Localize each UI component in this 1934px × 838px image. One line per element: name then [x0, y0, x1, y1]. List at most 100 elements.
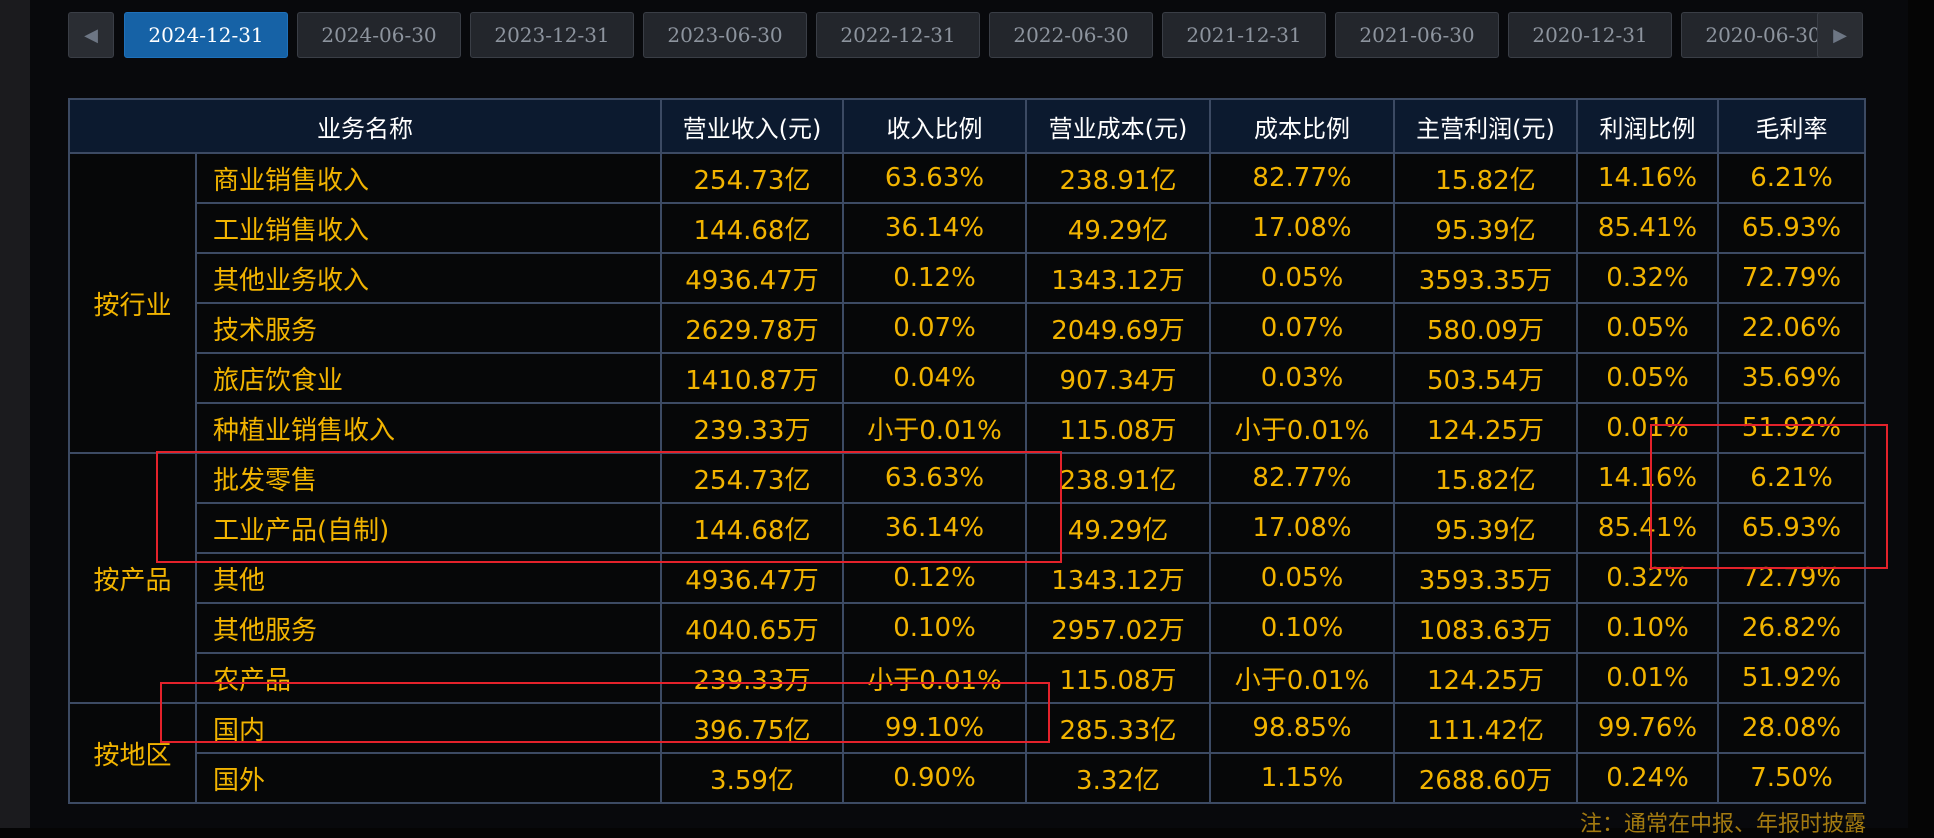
table-cell: 4040.65万 [660, 602, 844, 654]
column-header: 主营利润(元) [1393, 98, 1578, 154]
table-cell: 907.34万 [1025, 352, 1211, 404]
business-name-cell: 商业销售收入 [195, 152, 662, 204]
business-name-cell: 国外 [195, 752, 662, 804]
table-cell: 4936.47万 [660, 252, 844, 304]
table-cell: 115.08万 [1025, 652, 1211, 704]
table-cell: 2688.60万 [1393, 752, 1578, 804]
table-cell: 98.85% [1209, 702, 1395, 754]
table-cell: 0.10% [842, 602, 1027, 654]
table-cell: 15.82亿 [1393, 152, 1578, 204]
table-cell: 238.91亿 [1025, 452, 1211, 504]
date-tab-row: ◀ 2024-12-31 2024-06-30 2023-12-31 2023-06-… [68, 12, 1864, 60]
table-cell: 26.82% [1717, 602, 1866, 654]
table-cell: 580.09万 [1393, 302, 1578, 354]
table-cell: 4936.47万 [660, 552, 844, 604]
table-cell: 124.25万 [1393, 402, 1578, 454]
business-name-cell: 国内 [195, 702, 662, 754]
table-cell: 65.93% [1717, 502, 1866, 554]
table-cell: 254.73亿 [660, 152, 844, 204]
table-cell: 28.08% [1717, 702, 1866, 754]
date-tab[interactable]: 2022-06-30 [989, 12, 1153, 58]
footnote: 注：通常在中报、年报时披露 [1579, 812, 1866, 837]
table-cell: 0.04% [842, 352, 1027, 404]
business-name-cell: 其他业务收入 [195, 252, 662, 304]
table-cell: 82.77% [1209, 152, 1395, 204]
table-cell: 14.16% [1576, 152, 1719, 204]
table-row: 旅店饮食业 1410.87万 0.04% 907.34万 0.03% 503.54万 0.0… [69, 352, 1866, 404]
table-cell: 7.50% [1717, 752, 1866, 804]
table-cell: 3593.35万 [1393, 552, 1578, 604]
date-tab[interactable]: 2023-06-30 [643, 12, 807, 58]
group-label: 按地区 [68, 702, 197, 804]
business-name-cell: 工业销售收入 [195, 202, 662, 254]
table-cell: 1343.12万 [1025, 252, 1211, 304]
group-label: 按产品 [68, 452, 197, 704]
table-cell: 6.21% [1717, 152, 1866, 204]
table-cell: 17.08% [1209, 202, 1395, 254]
column-header: 业务名称 [68, 98, 662, 154]
table-cell: 72.79% [1717, 252, 1866, 304]
date-tab[interactable]: 2023-12-31 [470, 12, 634, 58]
date-tab[interactable]: 2024-06-30 [297, 12, 461, 58]
table-cell: 0.05% [1209, 252, 1395, 304]
table-cell: 239.33万 [660, 652, 844, 704]
window-edge [0, 0, 30, 828]
table-cell: 0.32% [1576, 552, 1719, 604]
table-row: 技术服务 2629.78万 0.07% 2049.69万 0.07% 580.09万 0.0… [69, 302, 1866, 354]
table-cell: 0.12% [842, 552, 1027, 604]
table-cell: 6.21% [1717, 452, 1866, 504]
table-cell: 15.82亿 [1393, 452, 1578, 504]
chevron-right-icon[interactable]: ▶ [1817, 12, 1863, 58]
business-name-cell: 其他 [195, 552, 662, 604]
table-row: 农产品 239.33万 小于0.01% 115.08万 小于0.01% 124.25万 0.… [69, 652, 1866, 704]
table-cell: 51.92% [1717, 402, 1866, 454]
table-cell: 285.33亿 [1025, 702, 1211, 754]
date-tab[interactable]: 2020-12-31 [1508, 12, 1672, 58]
table-cell: 3.59亿 [660, 752, 844, 804]
table-row: 按地区 国内 396.75亿 99.10% 285.33亿 98.85% 111.42亿 99… [68, 702, 1866, 804]
table-cell: 0.24% [1576, 752, 1719, 804]
table-row: 按行业 商业销售收入 254.73亿 63.63% 238.91亿 82.77% 15.82… [68, 152, 1866, 454]
table-cell: 小于0.01% [1209, 652, 1395, 704]
table-cell: 0.05% [1576, 302, 1719, 354]
date-tab[interactable]: 2024-12-31 [124, 12, 288, 58]
table-row: 按产品 批发零售 254.73亿 63.63% 238.91亿 82.77% 15.82亿 1… [68, 452, 1866, 704]
business-name-cell: 旅店饮食业 [195, 352, 662, 404]
table-cell: 17.08% [1209, 502, 1395, 554]
table-cell: 0.07% [1209, 302, 1395, 354]
date-tab[interactable]: 2021-06-30 [1335, 12, 1499, 58]
table-cell: 95.39亿 [1393, 202, 1578, 254]
table-cell: 115.08万 [1025, 402, 1211, 454]
table-cell: 0.05% [1209, 552, 1395, 604]
table-row: 工业销售收入 144.68亿 36.14% 49.29亿 17.08% 95.39亿 85.… [69, 202, 1866, 254]
table-cell: 36.14% [842, 502, 1027, 554]
table-cell: 99.10% [842, 702, 1027, 754]
chevron-left-icon[interactable]: ◀ [68, 12, 114, 58]
table-cell: 1343.12万 [1025, 552, 1211, 604]
table-row: 其他服务 4040.65万 0.10% 2957.02万 0.10% 1083.63万 0.… [69, 602, 1866, 654]
table-cell: 254.73亿 [660, 452, 844, 504]
table-cell: 1.15% [1209, 752, 1395, 804]
table-cell: 0.05% [1576, 352, 1719, 404]
table-cell: 2049.69万 [1025, 302, 1211, 354]
table-row: 种植业销售收入 239.33万 小于0.01% 115.08万 小于0.01% 124.2… [69, 402, 1866, 454]
table-cell: 0.03% [1209, 352, 1395, 404]
table-cell: 2629.78万 [660, 302, 844, 354]
business-name-cell: 技术服务 [195, 302, 662, 354]
table-cell: 51.92% [1717, 652, 1866, 704]
table-cell: 3593.35万 [1393, 252, 1578, 304]
table-cell: 3.32亿 [1025, 752, 1211, 804]
table-row: 国外 3.59亿 0.90% 3.32亿 1.15% 2688.60万 0.24% 7.50% [69, 752, 1866, 804]
table-row: 其他 4936.47万 0.12% 1343.12万 0.05% 3593.35万 0.32… [69, 552, 1866, 604]
table-cell: 72.79% [1717, 552, 1866, 604]
table-cell: 95.39亿 [1393, 502, 1578, 554]
date-tab[interactable]: 2022-12-31 [816, 12, 980, 58]
table-cell: 49.29亿 [1025, 202, 1211, 254]
business-name-cell: 其他服务 [195, 602, 662, 654]
date-tab[interactable]: 2021-12-31 [1162, 12, 1326, 58]
business-name-cell: 农产品 [195, 652, 662, 704]
table-cell: 小于0.01% [1209, 402, 1395, 454]
table-cell: 99.76% [1576, 702, 1719, 754]
table-cell: 85.41% [1576, 502, 1719, 554]
table-header-row: 业务名称 营业收入(元) 收入比例 营业成本(元) 成本比例 主营利润(元) 利润比例 毛利率 [68, 98, 1866, 154]
